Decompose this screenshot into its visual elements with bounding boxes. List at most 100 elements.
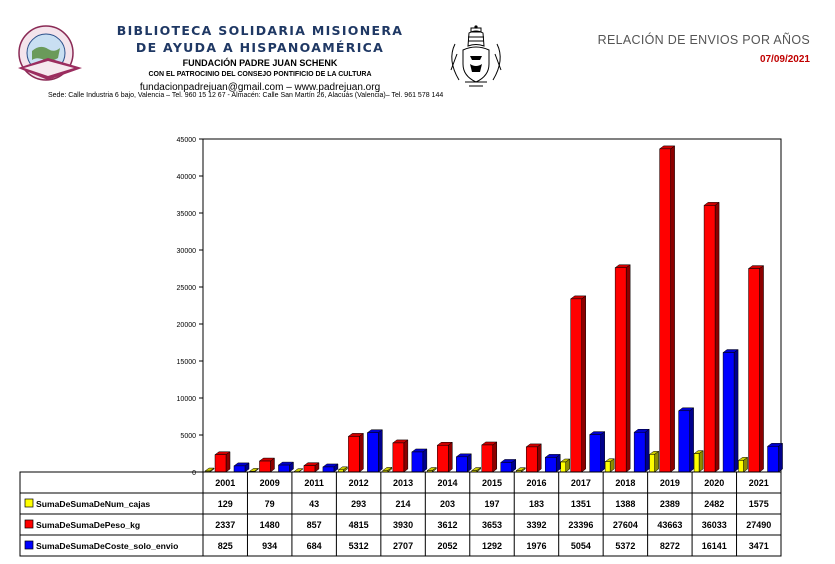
table-cell-value: 2482 [704,499,724,509]
library-logo [18,25,82,81]
table-cell-value: 2707 [393,541,413,551]
bar-2016-0 [515,467,526,473]
bar-2009-1 [258,457,276,473]
table-cell-value: 1351 [571,499,591,509]
bar-2018-0 [604,458,615,473]
table-cell-value: 203 [440,499,455,509]
category-label: 2021 [749,478,769,488]
table-cell-value: 129 [218,499,233,509]
table-cell-value: 934 [262,541,277,551]
bar-2018-1 [614,264,631,473]
table-cell-value: 3612 [438,520,458,530]
category-label: 2019 [660,478,680,488]
y-tick-label: 5000 [180,433,196,440]
table-cell-value: 4815 [349,520,369,530]
bar-2014-2 [455,453,473,473]
category-label: 2016 [526,478,546,488]
legend-swatch [24,519,34,529]
table-cell-value: 857 [307,520,322,530]
data-table: 2001 2009 2011 2012 2013 2014 2015 2016 2017 2018… [19,471,782,557]
table-cell-value: 3930 [393,520,413,530]
category-label: 2011 [304,478,324,488]
bar-2017-2 [588,431,606,473]
y-tick-label: 15000 [177,359,197,366]
bar-2015-0 [471,467,482,473]
bar-2001-2 [233,462,250,473]
table-cell-value: 23396 [568,520,593,530]
table-cell-value: 8272 [660,541,680,551]
table-cell-value: 3392 [526,520,546,530]
bar-2018-2 [633,428,650,473]
table-cell-value: 197 [484,499,499,509]
bar-2020-2 [722,349,739,473]
bar-2020-1 [703,201,720,473]
category-label: 2014 [438,478,458,488]
bar-2020-0 [693,450,704,473]
legend-swatch [24,498,34,508]
table-cell-value: 3471 [749,541,769,551]
table-cell-value: 1480 [260,520,280,530]
bar-2012-0 [337,466,349,473]
bar-2021-0 [737,456,749,473]
bar-2019-0 [648,450,660,473]
category-label: 2015 [482,478,502,488]
papal-crest-icon [450,25,502,87]
table-cell-value: 1575 [749,499,769,509]
contact-text: fundacionpadrejuan@gmail.com – www.padre… [139,82,381,93]
table-cell-value: 5312 [349,541,369,551]
bar-2014-1 [436,441,454,473]
y-axis: 0 5000 10000 15000 20000 25000 30000 35000 40000… [177,137,203,477]
bar-2011-1 [303,462,320,473]
category-label: 2012 [349,478,369,488]
table-cell-value: 79 [265,499,275,509]
table-cell-value: 1976 [526,541,546,551]
table-cell-value: 2389 [660,499,680,509]
legend-series-name: SumaDeSumaDeCoste_solo_envio [36,541,178,551]
table-cell-value: 1292 [482,541,502,551]
bar-2012-2 [366,429,384,473]
bar-2017-1 [569,295,587,473]
table-cell-value: 214 [396,499,411,509]
patronage-text: CON EL PATROCINIO DEL CONSEJO PONTIFICIO… [148,71,372,78]
bar-2021-1 [747,265,765,473]
y-tick-label: 25000 [177,285,197,292]
bar-2013-1 [392,439,409,473]
bar-2016-2 [544,453,561,473]
legend-series-name: SumaDeSumaDeNum_cajas [36,499,150,509]
bar-2009-2 [277,461,295,473]
table-cell-value: 27490 [746,520,771,530]
table-cell-value: 2337 [215,520,235,530]
table-cell-value: 684 [307,541,322,551]
table-cell-value: 16141 [702,541,727,551]
category-label: 2013 [393,478,413,488]
report-date: 07/09/2021 [759,54,810,65]
bar-2016-1 [525,443,542,473]
y-tick-label: 10000 [177,396,197,403]
y-tick-label: 30000 [177,248,197,255]
bar-2014-0 [426,466,438,473]
bar-2019-2 [677,407,695,473]
org-name-line2: DE AYUDA A HISPANOAMÉRICA [135,40,385,55]
table-cell-value: 43663 [657,520,682,530]
category-label: 2017 [571,478,591,488]
org-name-line1: BIBLIOTECA SOLIDARIA MISIONERA [116,23,404,38]
legend-series-name: SumaDeSumaDePeso_kg [36,520,140,530]
foundation-name: FUNDACIÓN PADRE JUAN SCHENK [182,58,338,68]
table-cell-value: 183 [529,499,544,509]
table-cell-value: 5054 [571,541,591,551]
plot-area [202,138,782,473]
category-label: 2020 [704,478,724,488]
table-cell-value: 293 [351,499,366,509]
bar-2015-2 [500,458,517,473]
bar-2001-1 [214,451,231,473]
table-cell-value: 36033 [702,520,727,530]
y-tick-label: 20000 [177,322,197,329]
table-cell-value: 43 [309,499,319,509]
category-label: 2001 [215,478,235,488]
table-cell-value: 2052 [438,541,458,551]
bar-2019-1 [658,145,676,473]
table-cell-value: 3653 [482,520,502,530]
y-tick-label: 40000 [177,174,197,181]
legend-swatch [24,540,34,550]
